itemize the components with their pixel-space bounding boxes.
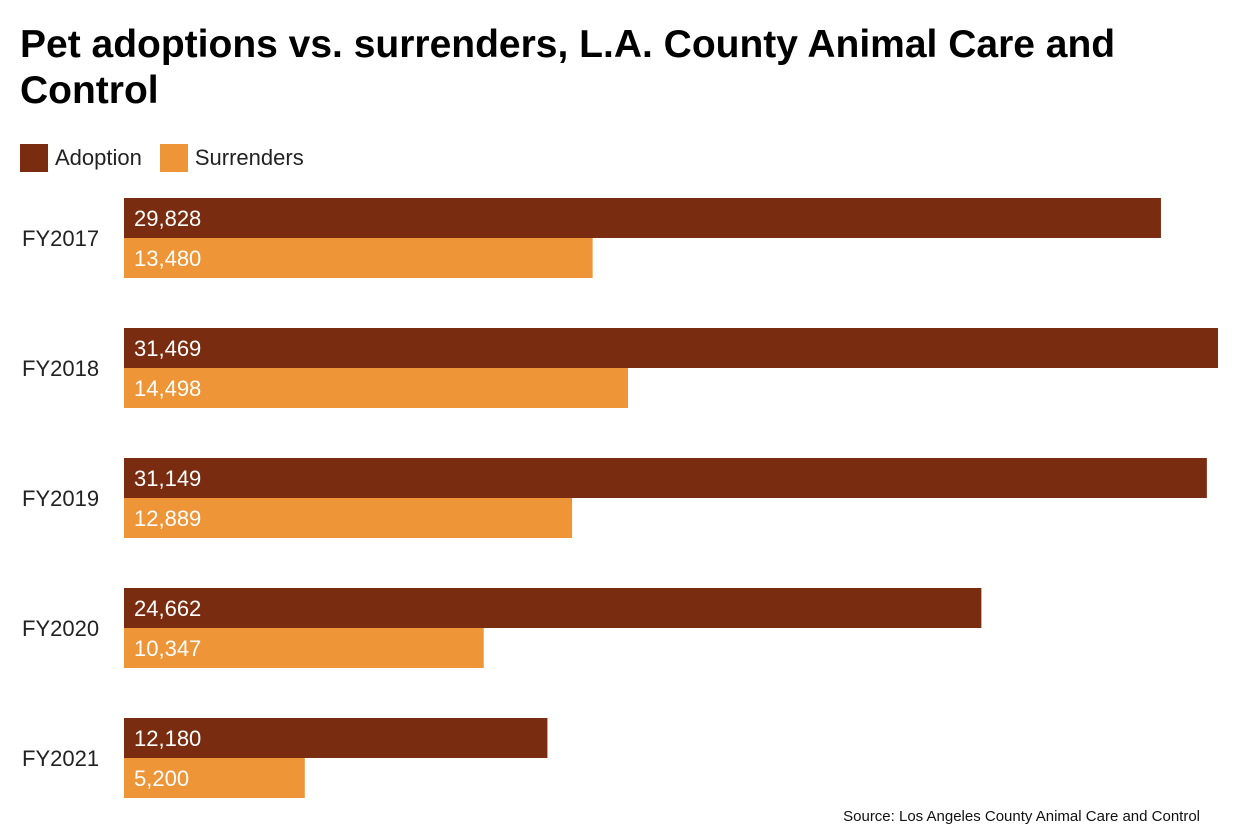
category-label-fy2019: FY2019 — [22, 486, 99, 511]
legend-item-adoption: Adoption — [20, 144, 142, 172]
bar-adoption-fy2020 — [124, 588, 982, 628]
category-label-fy2021: FY2021 — [22, 746, 99, 771]
legend-swatch-adoption — [20, 144, 48, 172]
category-label-fy2020: FY2020 — [22, 616, 99, 641]
bar-adoption-fy2019 — [124, 458, 1207, 498]
bar-adoption-fy2017 — [124, 198, 1161, 238]
legend-item-surrenders: Surrenders — [159, 144, 304, 172]
bar-surrenders-fy2017 — [124, 238, 593, 278]
legend-label-adoption: Adoption — [55, 145, 142, 170]
bar-surrenders-fy2018 — [124, 368, 629, 408]
bar-surrenders-fy2020 — [124, 628, 484, 668]
category-label-fy2018: FY2018 — [22, 356, 99, 381]
bar-surrenders-fy2019 — [124, 498, 573, 538]
bar-surrenders-fy2021 — [124, 758, 305, 798]
bar-adoption-fy2021 — [124, 718, 548, 758]
bar-label-adoption-fy2019: 31,149 — [134, 466, 201, 491]
bar-label-surrenders-fy2017: 13,480 — [134, 246, 201, 271]
legend: Adoption Surrenders — [20, 144, 322, 172]
bar-adoption-fy2018 — [124, 328, 1218, 368]
bar-label-surrenders-fy2021: 5,200 — [134, 766, 189, 791]
bar-label-adoption-fy2018: 31,469 — [134, 336, 201, 361]
bar-label-adoption-fy2017: 29,828 — [134, 206, 201, 231]
bar-label-adoption-fy2021: 12,180 — [134, 726, 201, 751]
bar-label-surrenders-fy2020: 10,347 — [134, 636, 201, 661]
legend-swatch-surrenders — [159, 144, 188, 172]
bar-label-surrenders-fy2018: 14,498 — [134, 376, 201, 401]
legend-label-surrenders: Surrenders — [194, 145, 304, 170]
bar-label-surrenders-fy2019: 12,889 — [134, 506, 201, 531]
category-label-fy2017: FY2017 — [22, 226, 99, 251]
source-note: Source: Los Angeles County Animal Care a… — [843, 808, 1200, 825]
chart-title: Pet adoptions vs. surrenders, L.A. Count… — [20, 23, 1116, 112]
bar-label-adoption-fy2020: 24,662 — [134, 596, 201, 621]
